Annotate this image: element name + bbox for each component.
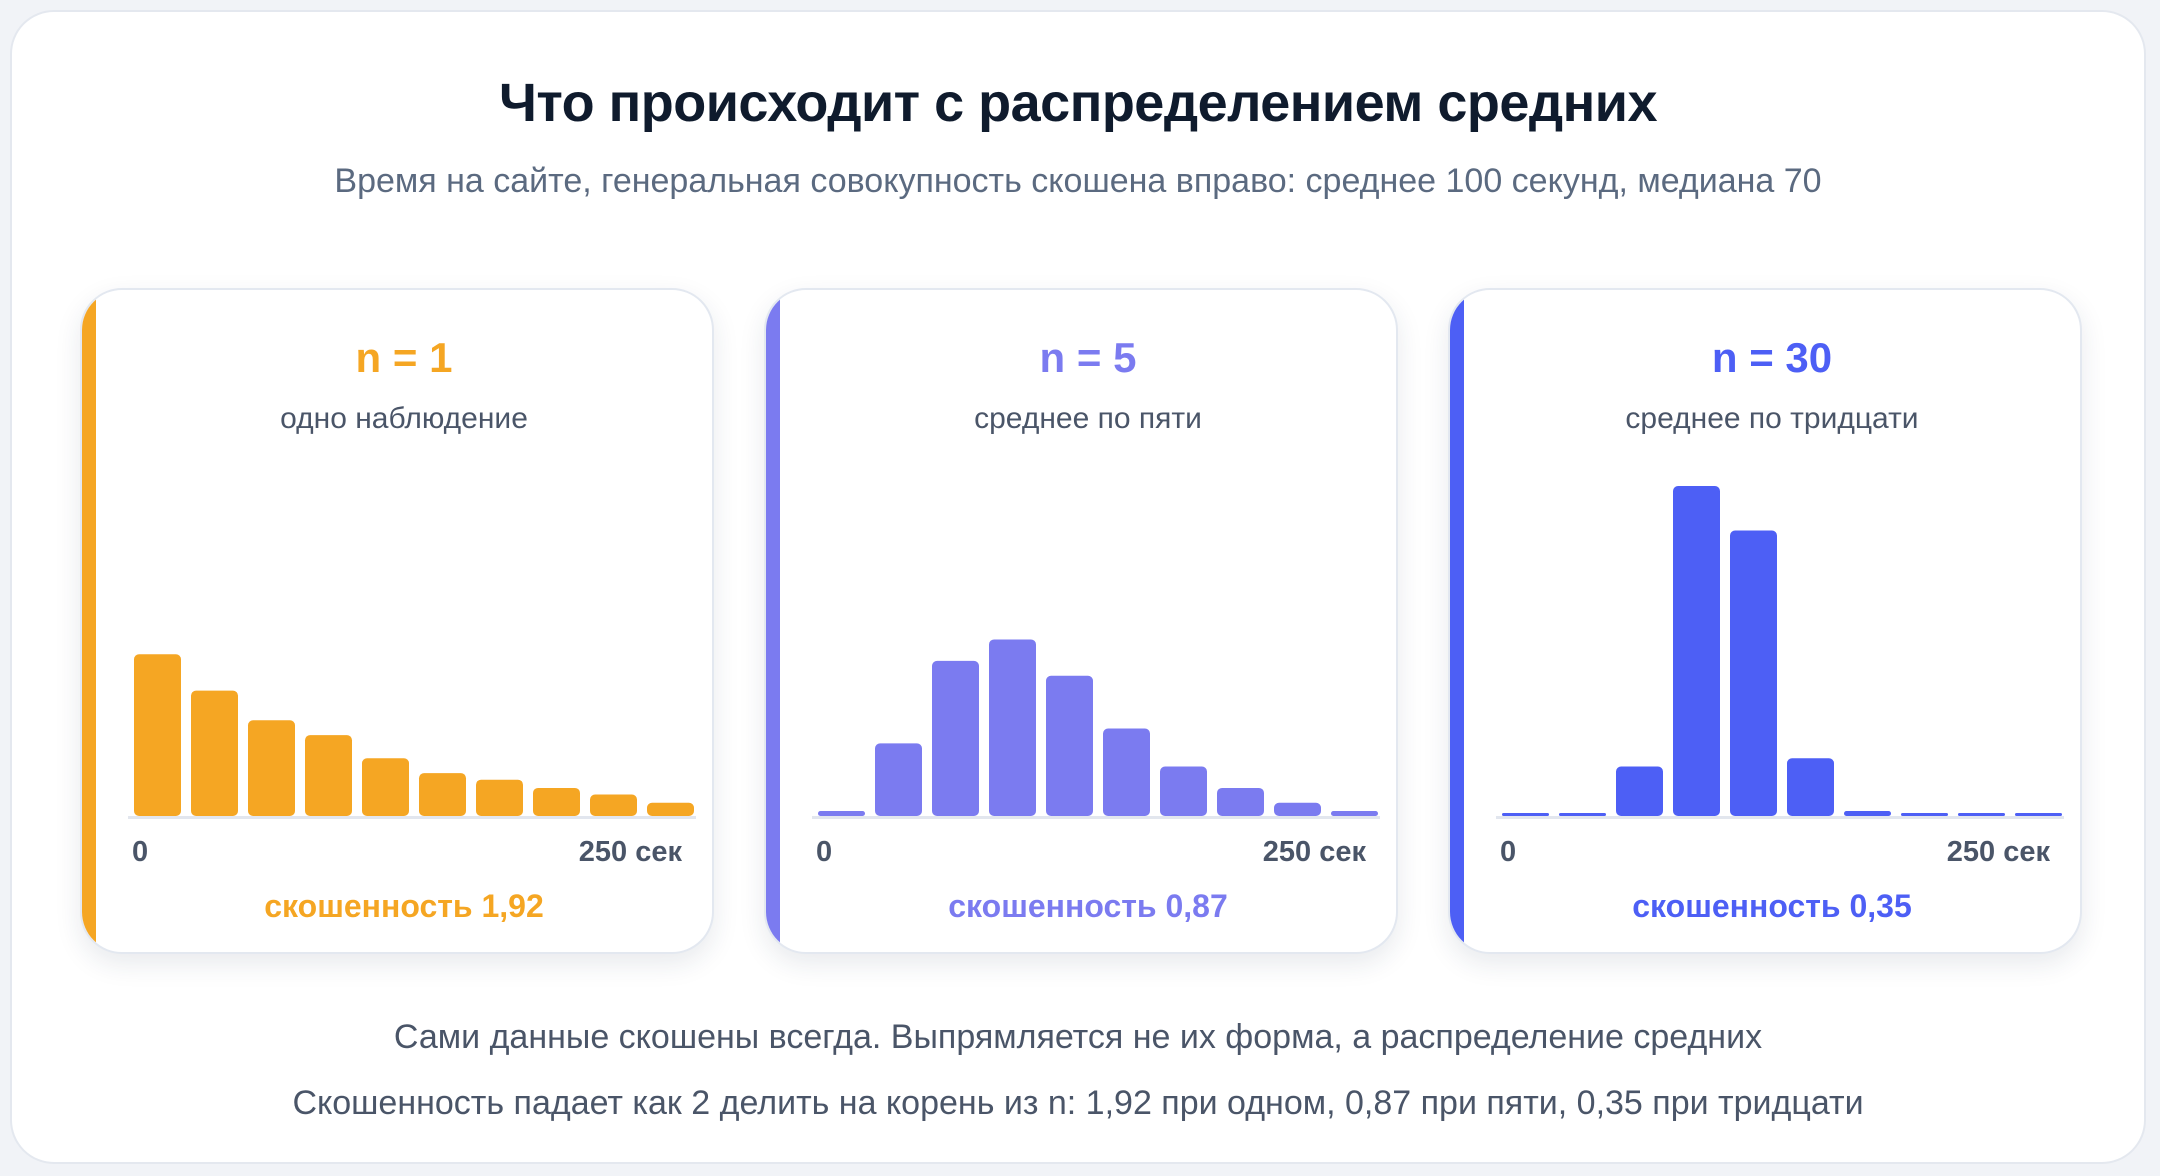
- histogram-bar: [1046, 675, 1093, 816]
- histogram-bar: [1787, 758, 1834, 816]
- sample-size-label: n = 1: [355, 334, 453, 381]
- x-min-label: 0: [816, 836, 833, 868]
- histogram-bar: [1103, 728, 1150, 816]
- histogram-bar: [647, 802, 694, 816]
- sample-size-label: n = 5: [1039, 334, 1137, 381]
- x-min-label: 0: [132, 836, 149, 868]
- x-max-label: 250 сек: [578, 836, 682, 868]
- histogram-bar: [1502, 813, 1549, 816]
- footer-note-2: Скошенность падает как 2 делить на корен…: [292, 1084, 1864, 1122]
- histogram-n5: [812, 639, 1380, 819]
- histogram-n30: [1496, 486, 2064, 819]
- skewness-label: скошенность 0,35: [1632, 888, 1912, 924]
- histogram-bar: [134, 654, 181, 816]
- histogram-bar: [2015, 813, 2062, 816]
- histogram-bar: [1673, 486, 1720, 816]
- histogram-bar: [191, 690, 238, 816]
- page-title: Что происходит с распределением средних: [498, 73, 1658, 133]
- histogram-bar: [1559, 813, 1606, 816]
- sample-description: среднее по тридцати: [1625, 402, 1919, 435]
- histogram-bar: [1331, 811, 1378, 816]
- histogram-bar: [1616, 766, 1663, 816]
- histogram-bar: [1901, 813, 1948, 816]
- skewness-label: скошенность 0,87: [948, 888, 1228, 924]
- histogram-bar: [590, 794, 637, 816]
- histogram-bar: [305, 735, 352, 816]
- histogram-bar: [362, 758, 409, 816]
- histogram-bar: [533, 787, 580, 816]
- histogram-n1: [128, 654, 696, 819]
- histogram-bar: [476, 779, 523, 816]
- card-accent-bar: [766, 290, 780, 952]
- histogram-bar: [1160, 766, 1207, 816]
- histogram-bar: [1958, 813, 2005, 816]
- histogram-bar: [1274, 802, 1321, 816]
- histogram-bar: [932, 660, 979, 816]
- histogram-bar: [818, 811, 865, 816]
- page-subtitle: Время на сайте, генеральная совокупность…: [334, 162, 1822, 200]
- chart-card-n30: n = 30 среднее по тридцати 0 250 сек ско…: [1448, 288, 2082, 954]
- skewness-label: скошенность 1,92: [264, 888, 544, 924]
- sample-description: одно наблюдение: [280, 402, 528, 435]
- card-accent-bar: [1450, 290, 1464, 952]
- chart-card-n1: n = 1 одно наблюдение 0 250 сек скошенно…: [80, 288, 714, 954]
- x-max-label: 250 сек: [1946, 836, 2050, 868]
- sample-description: среднее по пяти: [974, 402, 1202, 435]
- card-accent-bar: [82, 290, 96, 952]
- x-min-label: 0: [1500, 836, 1517, 868]
- histogram-bar: [1844, 811, 1891, 816]
- histogram-bar: [1217, 787, 1264, 816]
- histogram-bar: [248, 720, 295, 816]
- x-max-label: 250 сек: [1262, 836, 1366, 868]
- infographic-frame: Что происходит с распределением средних …: [10, 10, 2146, 1164]
- histogram-bar: [989, 639, 1036, 816]
- histogram-bar: [1730, 530, 1777, 816]
- chart-card-n5: n = 5 среднее по пяти 0 250 сек скошенно…: [764, 288, 1398, 954]
- histogram-bar: [419, 773, 466, 816]
- histogram-bar: [875, 743, 922, 816]
- footer-note-1: Сами данные скошены всегда. Выпрямляется…: [393, 1018, 1763, 1056]
- sample-size-label: n = 30: [1711, 334, 1833, 381]
